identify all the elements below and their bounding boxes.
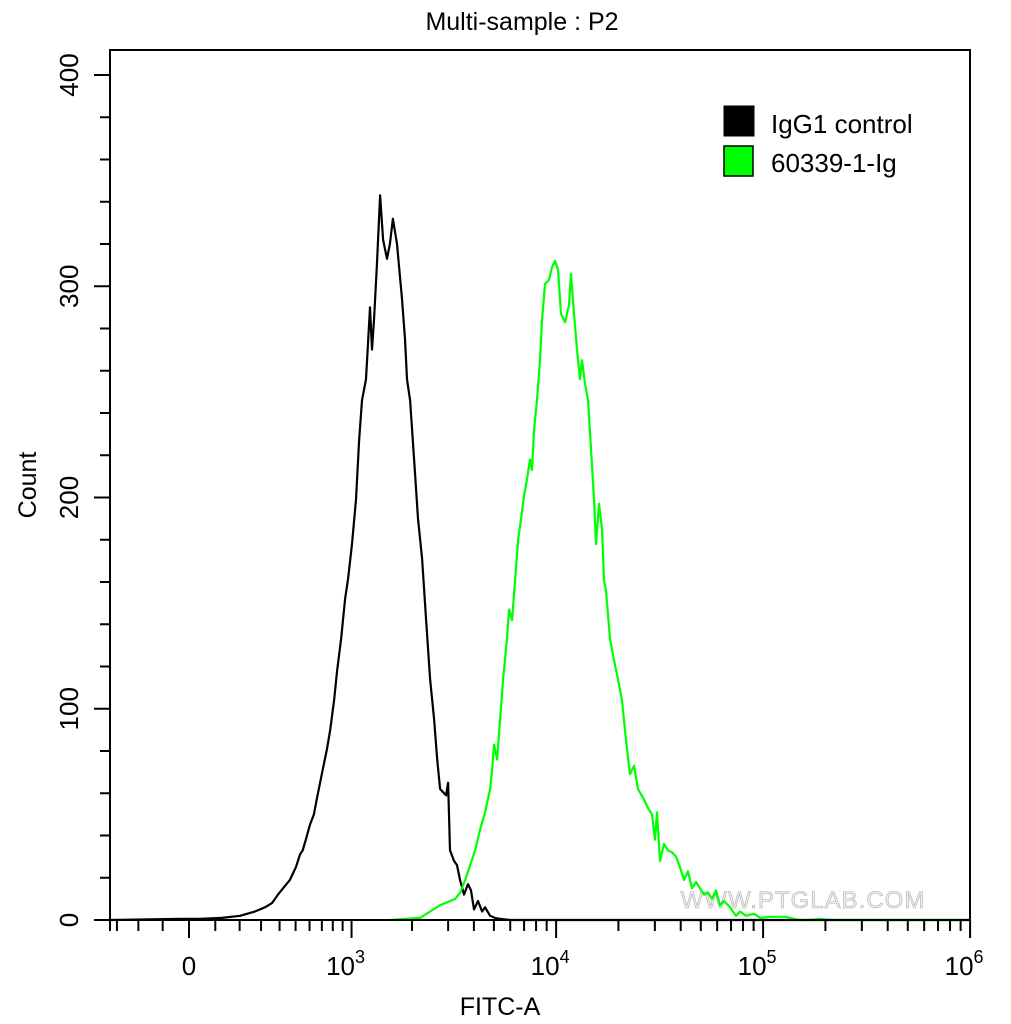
series-line-igg1-control [109, 194, 970, 922]
legend-label: 60339-1-Ig [771, 148, 897, 178]
x-axis-label: FITC-A [460, 993, 541, 1021]
legend: IgG1 control 60339-1-Ig [723, 105, 913, 178]
legend-swatch-black [723, 105, 755, 137]
series-lines [109, 194, 970, 922]
x-tick-base: 0 [182, 951, 196, 981]
legend-item-igg1-control: IgG1 control [723, 105, 913, 139]
legend-swatch-green [723, 145, 754, 177]
y-tick-label: 100 [54, 687, 84, 730]
x-tick-exponent: 5 [767, 947, 777, 967]
y-tick-label: 200 [54, 476, 84, 519]
x-tick-base: 10 [738, 951, 767, 981]
plot-frame [109, 49, 971, 921]
series-line-60339-1-ig [389, 259, 970, 922]
x-tick-exponent: 4 [560, 947, 570, 967]
y-tick-label: 0 [54, 913, 84, 927]
x-tick-exponent: 6 [974, 947, 984, 967]
x-tick-label: 103 [326, 947, 365, 981]
y-tick-labels: 0 100 200 300 400 [54, 53, 84, 927]
x-tick-labels: 0 103 104 105 106 [182, 947, 984, 981]
watermark: WWW.PTGLAB.COM [681, 887, 926, 914]
y-tick-label: 400 [54, 53, 84, 96]
x-tick-base: 10 [531, 951, 560, 981]
legend-item-60339-1-ig: 60339-1-Ig [723, 145, 897, 178]
x-tick-label: 105 [738, 947, 777, 981]
legend-label: IgG1 control [771, 109, 913, 139]
y-tick-label: 300 [54, 265, 84, 308]
x-tick-label: 0 [182, 951, 196, 981]
x-tick-label: 104 [531, 947, 570, 981]
chart-title: Multi-sample : P2 [425, 8, 618, 36]
y-axis-label: Count [14, 452, 42, 519]
x-tick-base: 10 [326, 951, 355, 981]
x-tick-label: 106 [945, 947, 984, 981]
x-tick-exponent: 3 [355, 947, 365, 967]
x-tick-base: 10 [945, 951, 974, 981]
axis-ticks [94, 74, 972, 938]
